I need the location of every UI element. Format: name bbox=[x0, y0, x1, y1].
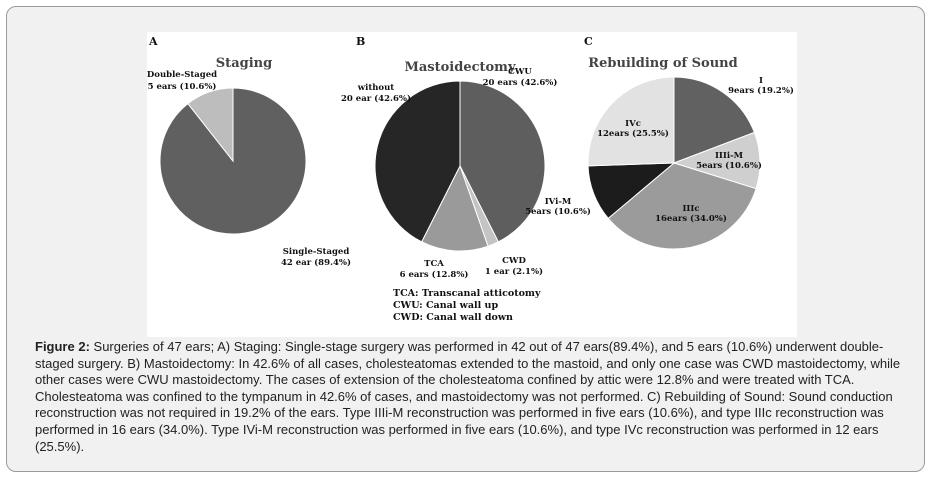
annotation: CWD: Canal wall down bbox=[393, 312, 513, 323]
slice-label: CWU bbox=[508, 67, 532, 77]
slice-label: Single-Staged bbox=[283, 247, 350, 257]
slice-label: IIIc bbox=[682, 204, 699, 214]
caption-text: Surgeries of 47 ears; A) Staging: Single… bbox=[35, 339, 901, 454]
value-label: 16ears (34.0%) bbox=[655, 213, 727, 224]
annotation: TCA: Transcanal atticotomy bbox=[393, 288, 541, 299]
value-label: 12ears (25.5%) bbox=[597, 128, 669, 139]
value-label: 42 ear (89.4%) bbox=[281, 257, 351, 268]
slice-label: IIIi-M bbox=[715, 151, 744, 161]
slice-label: I bbox=[759, 76, 763, 86]
pie-slice bbox=[673, 76, 756, 164]
pie-slice bbox=[421, 164, 489, 252]
slice-label: without bbox=[357, 83, 395, 93]
caption: Figure 2: Surgeries of 47 ears; A) Stagi… bbox=[35, 339, 915, 455]
value-label: 1 ear (2.1%) bbox=[485, 266, 543, 277]
slice-label: Double-Staged bbox=[147, 70, 217, 80]
panel-letter: A bbox=[148, 35, 158, 48]
slice-label: CWD bbox=[502, 256, 526, 266]
pie-slice bbox=[374, 80, 461, 243]
slice-label: TCA bbox=[424, 259, 444, 269]
value-label: 5 ears (10.6%) bbox=[148, 81, 217, 92]
pie-slice bbox=[587, 76, 675, 167]
value-label: 5ears (10.6%) bbox=[525, 206, 591, 217]
value-label: 9ears (19.2%) bbox=[728, 85, 794, 96]
chart-title: Staging bbox=[216, 56, 272, 71]
caption-label: Figure 2: bbox=[35, 339, 90, 354]
figure-frame: A Staging Single-Staged 42 ear (89.4%) Doubl… bbox=[6, 6, 925, 472]
slice-label: IVc bbox=[625, 119, 641, 129]
panel-letter: C bbox=[584, 35, 593, 48]
pie-slice bbox=[607, 162, 757, 250]
value-label: 6 ears (12.8%) bbox=[400, 269, 469, 280]
slice-label: IVi-M bbox=[545, 197, 572, 207]
value-label: 20 ears (42.6%) bbox=[483, 77, 558, 88]
annotation: CWU: Canal wall up bbox=[393, 300, 498, 311]
value-label: 20 ear (42.6%) bbox=[341, 93, 411, 104]
chart-title: Rebuilding of Sound bbox=[588, 56, 737, 71]
value-label: 5ears (10.6%) bbox=[696, 160, 762, 171]
pie-slice bbox=[459, 80, 546, 243]
panel-letter: B bbox=[356, 35, 365, 48]
pie-slice bbox=[187, 87, 234, 163]
chart-title: Mastoidectomy bbox=[404, 60, 515, 75]
